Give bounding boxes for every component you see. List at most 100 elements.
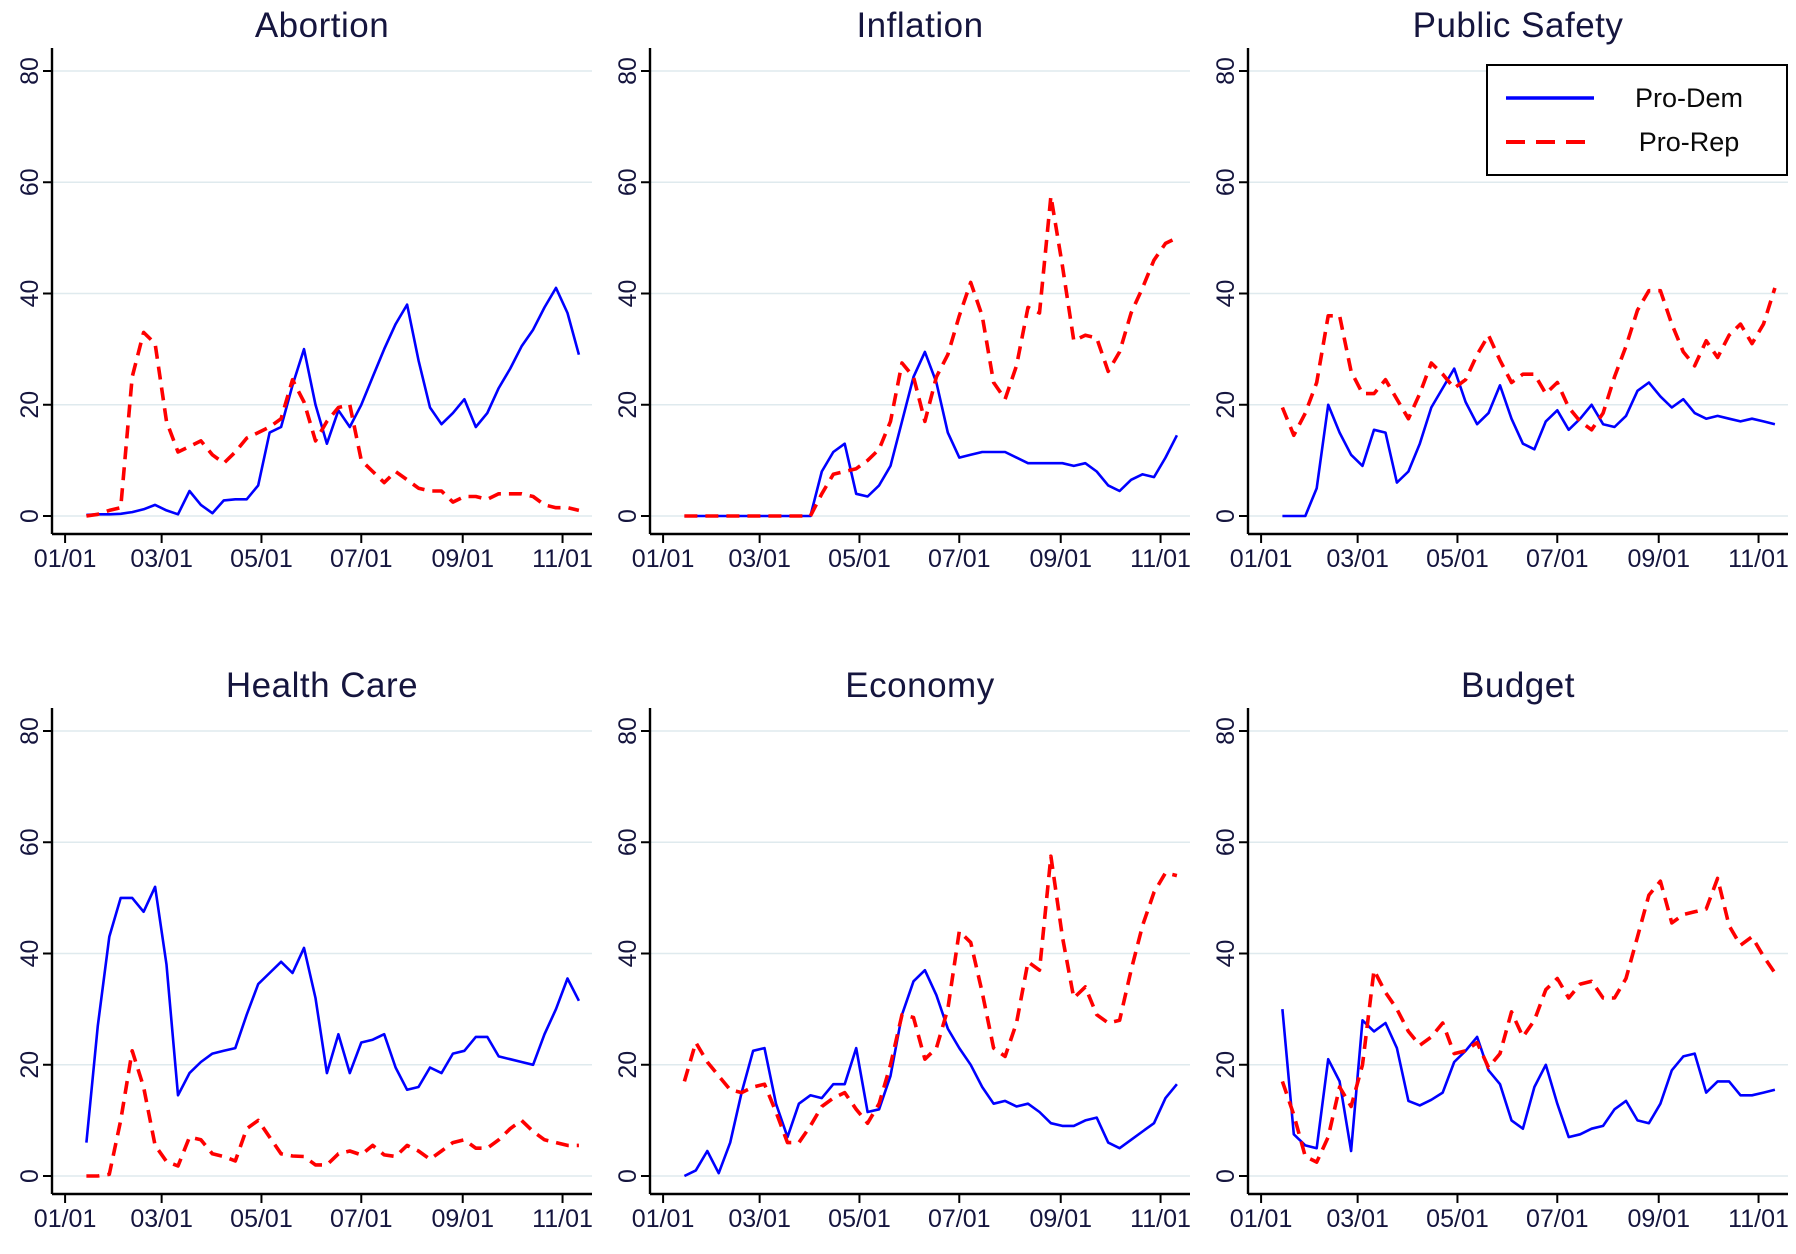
x-tick-label-07/01: 07/01 [1526,1205,1589,1233]
health-care-plot: 0 20 40 60 80 01/01 03/01 05/01 07/01 09/01 11/01 [16,708,593,1233]
y-tick-label-60: 60 [614,168,642,196]
y-tick-label-40: 40 [16,280,44,308]
y-tick-label-80: 80 [16,57,44,85]
y-tick-label-80: 80 [614,717,642,745]
y-tick-label-80: 80 [1212,57,1240,85]
y-tick-label-0: 0 [1212,509,1240,523]
y-tick-label-0: 0 [1212,1169,1240,1183]
y-tick-label-20: 20 [614,1051,642,1079]
y-tick-label-20: 20 [614,391,642,419]
y-tick-label-0: 0 [614,509,642,523]
x-tick-label-05/01: 05/01 [230,1205,293,1233]
y-tick-label-80: 80 [16,717,44,745]
x-tick-label-11/01: 11/01 [1130,1205,1191,1233]
panel-public-safety: Public Safety 0 20 40 60 80 01/01 03/01 05/01 07… [1196,6,1794,578]
y-tick-label-80: 80 [614,57,642,85]
panel-inflation: Inflation 0 20 40 60 80 01/01 03/01 05/01 07/01 0… [598,6,1196,578]
pro-rep-line [1280,287,1777,438]
pro-dem-line [1281,1008,1776,1153]
y-tick-label-20: 20 [1212,391,1240,419]
inflation-plot: 0 20 40 60 80 01/01 03/01 05/01 07/01 09/01 11/01 [614,48,1191,573]
x-tick-label-07/01: 07/01 [928,1205,991,1233]
x-tick-label-03/01: 03/01 [130,1205,193,1233]
x-tick-label-01/01: 01/01 [34,1205,97,1233]
panel-title-economy: Economy [845,666,995,705]
y-tick-label-40: 40 [614,280,642,308]
pro-rep-line [684,194,1178,518]
y-tick-label-40: 40 [1212,280,1240,308]
y-tick-label-20: 20 [16,391,44,419]
y-tick-label-0: 0 [16,509,44,523]
panel-economy: Economy 0 20 40 60 80 01/01 03/01 05/01 07/01 09/… [598,666,1196,1238]
y-tick-label-60: 60 [16,168,44,196]
x-tick-label-11/01: 11/01 [1728,545,1789,573]
pro-dem-line [683,968,1178,1178]
legend-label-pro-dem: Pro-Dem [1634,82,1743,113]
x-tick-label-01/01: 01/01 [34,545,97,573]
pro-rep-line [86,1048,579,1178]
pro-rep-line [1280,876,1777,1164]
pro-dem-line-sample-icon [1506,96,1594,100]
x-tick-label-05/01: 05/01 [828,545,891,573]
x-tick-label-01/01: 01/01 [632,1205,695,1233]
pro-rep-line-sample-icon [1506,140,1594,144]
y-tick-label-80: 80 [1212,717,1240,745]
panel-title-health-care: Health Care [225,666,419,705]
legend-item-pro-rep: Pro-Rep [1502,120,1780,164]
abortion-plot: 0 20 40 60 80 01/01 03/01 05/01 07/01 09/01 11/01 [16,48,593,573]
panel-abortion: Abortion 0 20 40 60 80 01/01 03/01 05/01 07/01 09… [0,6,598,578]
pro-rep-line [682,854,1178,1145]
x-tick-label-03/01: 03/01 [728,545,791,573]
legend-item-pro-dem: Pro-Dem [1502,76,1780,120]
y-tick-label-60: 60 [16,828,44,856]
panel-budget: Budget 0 20 40 60 80 01/01 03/01 05/01 07/01 09/0… [1196,666,1794,1238]
public-safety-plot: 0 20 40 60 80 01/01 03/01 05/01 07/01 09/01 11/01 [1212,48,1789,573]
x-tick-label-09/01: 09/01 [431,545,494,573]
x-tick-label-03/01: 03/01 [728,1205,791,1233]
x-tick-label-11/01: 11/01 [1728,1205,1789,1233]
y-tick-label-60: 60 [1212,168,1240,196]
x-tick-label-03/01: 03/01 [1326,1205,1389,1233]
legend-label-pro-rep: Pro-Rep [1638,126,1740,157]
x-tick-label-05/01: 05/01 [828,1205,891,1233]
panel-health-care: Health Care 0 20 40 60 80 01/01 03/01 05/01 07/0… [0,666,598,1238]
x-tick-label-07/01: 07/01 [1526,545,1589,573]
panel-title-abortion: Abortion [254,6,390,45]
budget-plot: 0 20 40 60 80 01/01 03/01 05/01 07/01 09/01 11/01 [1212,708,1789,1233]
pro-dem-line [684,350,1179,518]
panel-title-public-safety: Public Safety [1412,6,1624,45]
y-tick-label-40: 40 [614,940,642,968]
y-tick-label-40: 40 [16,940,44,968]
x-tick-label-09/01: 09/01 [1627,1205,1690,1233]
x-tick-label-11/01: 11/01 [532,545,593,573]
y-tick-label-60: 60 [614,828,642,856]
x-tick-label-01/01: 01/01 [632,545,695,573]
pro-rep-line [86,330,580,518]
y-tick-label-20: 20 [1212,1051,1240,1079]
x-tick-label-07/01: 07/01 [330,545,393,573]
x-tick-label-11/01: 11/01 [532,1205,593,1233]
economy-plot: 0 20 40 60 80 01/01 03/01 05/01 07/01 09/01 11/01 [614,708,1191,1233]
x-tick-label-05/01: 05/01 [1426,1205,1489,1233]
x-tick-label-09/01: 09/01 [1627,545,1690,573]
panel-title-budget: Budget [1461,666,1575,705]
x-tick-label-07/01: 07/01 [330,1205,393,1233]
x-tick-label-11/01: 11/01 [1130,545,1191,573]
y-tick-label-0: 0 [614,1169,642,1183]
x-tick-label-05/01: 05/01 [230,545,293,573]
legend: Pro-Dem Pro-Rep [1486,64,1788,176]
x-tick-label-09/01: 09/01 [1029,545,1092,573]
y-tick-label-20: 20 [16,1051,44,1079]
x-tick-label-09/01: 09/01 [431,1205,494,1233]
pro-dem-line [85,885,581,1143]
panel-title-inflation: Inflation [856,6,984,45]
y-tick-label-40: 40 [1212,940,1240,968]
pro-dem-line [1282,367,1776,518]
x-tick-label-07/01: 07/01 [928,545,991,573]
x-tick-label-05/01: 05/01 [1426,545,1489,573]
x-tick-label-03/01: 03/01 [130,545,193,573]
x-tick-label-03/01: 03/01 [1326,545,1389,573]
y-tick-label-0: 0 [16,1169,44,1183]
pro-dem-line [86,286,581,517]
